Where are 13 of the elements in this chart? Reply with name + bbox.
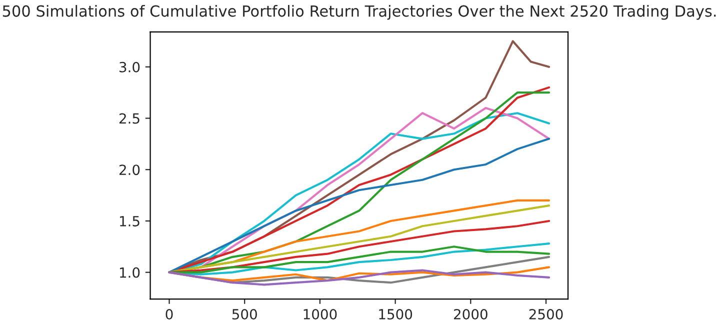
x-tick-label: 1000 bbox=[304, 309, 337, 320]
y-tick-label: 3.0 bbox=[120, 62, 140, 72]
x-tick-label: 1500 bbox=[379, 309, 412, 320]
y-tick-label: 1.0 bbox=[120, 267, 140, 278]
x-tick-label: 2500 bbox=[529, 309, 563, 320]
y-tick-label: 2.5 bbox=[119, 113, 140, 124]
x-tick-label: 2000 bbox=[454, 309, 488, 320]
line-series bbox=[168, 269, 550, 286]
x-tick-label: 0 bbox=[166, 309, 173, 320]
y-tick-label: 2.0 bbox=[119, 164, 140, 176]
y-tick-label: 1.5 bbox=[120, 216, 140, 226]
x-tick-label: 500 bbox=[232, 309, 257, 320]
chart-title: 500 Simulations of Cumulative Portfolio Return Trajectories Over the Next 2520 Trading Days. bbox=[2, 4, 716, 20]
